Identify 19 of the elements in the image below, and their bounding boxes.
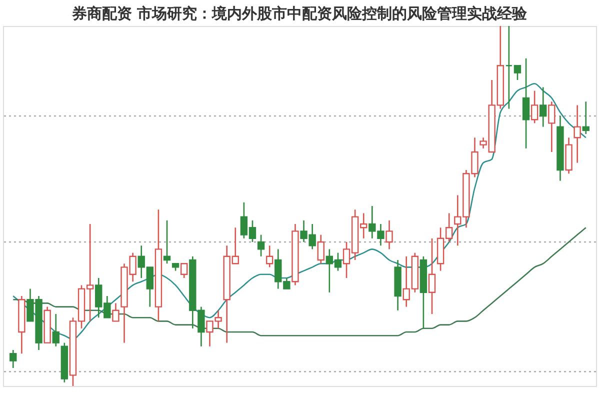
- candlestick: [386, 220, 393, 250]
- chart-title: 券商配资 市场研究：境内外股市中配资风险控制的风险管理实战经验: [70, 4, 528, 22]
- candlestick: [52, 313, 60, 348]
- candlestick: [514, 64, 522, 81]
- candlestick: [582, 100, 590, 135]
- candlestick: [574, 104, 581, 164]
- candlestick: [548, 100, 556, 153]
- candlestick: [522, 58, 530, 150]
- candlestick: [428, 238, 436, 315]
- candlestick: [112, 302, 120, 322]
- candlestick: [180, 262, 188, 279]
- candlestick: [530, 90, 538, 124]
- candlestick: [10, 349, 17, 369]
- candlestick: [163, 220, 171, 264]
- candlestick: [540, 86, 547, 128]
- candlestick: [317, 234, 324, 264]
- candlestick: [257, 234, 265, 258]
- candlestick: [266, 244, 274, 268]
- candlestick: [505, 25, 513, 110]
